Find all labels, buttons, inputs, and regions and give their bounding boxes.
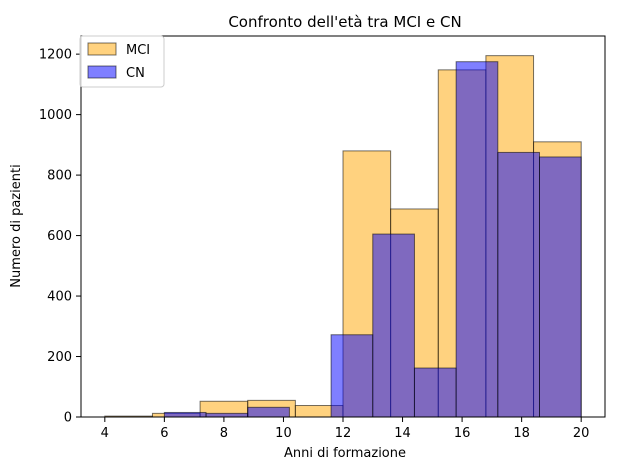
bar-cn-6 [413, 367, 457, 418]
y-tick-label: 600 [47, 229, 72, 244]
x-axis-label: Anni di formazione [284, 446, 406, 461]
y-axis: 0 200 400 600 800 1000 1200 [39, 48, 81, 426]
y-tick-label: 200 [47, 350, 72, 365]
chart-title: Confronto dell'età tra MCI e CN [228, 13, 461, 31]
x-axis: 4 6 8 10 12 14 16 18 20 [101, 417, 590, 441]
x-tick-label: 14 [394, 426, 411, 441]
bar-cn-9 [539, 156, 582, 418]
y-tick-label: 1200 [39, 48, 72, 63]
bar-cn-7 [455, 61, 499, 418]
x-tick-label: 18 [513, 426, 530, 441]
y-axis-label: Numero di pazienti [9, 164, 24, 287]
legend-label-cn: CN [126, 66, 145, 81]
bar-cn-2 [247, 406, 290, 418]
legend-swatch-cn [87, 65, 117, 79]
x-tick-label: 6 [160, 426, 168, 441]
x-tick-label: 8 [220, 426, 228, 441]
bar-cn-4 [330, 334, 374, 418]
y-tick-label: 0 [64, 411, 72, 426]
x-tick-label: 10 [275, 426, 292, 441]
legend-label-mci: MCI [126, 43, 150, 58]
y-tick-label: 400 [47, 290, 72, 305]
y-tick-label: 1000 [39, 108, 72, 123]
y-tick-label: 800 [47, 169, 72, 184]
bar-cn-5 [372, 233, 415, 418]
bar-cn-0 [163, 411, 207, 418]
legend: MCI CN [79, 35, 165, 88]
x-tick-label: 12 [335, 426, 352, 441]
bar-cn-8 [497, 151, 541, 418]
x-tick-label: 20 [573, 426, 590, 441]
x-tick-label: 4 [101, 426, 109, 441]
x-tick-label: 16 [454, 426, 471, 441]
legend-swatch-mci [87, 42, 117, 56]
bar-cn-1 [205, 412, 249, 418]
bars-layer [104, 55, 582, 418]
